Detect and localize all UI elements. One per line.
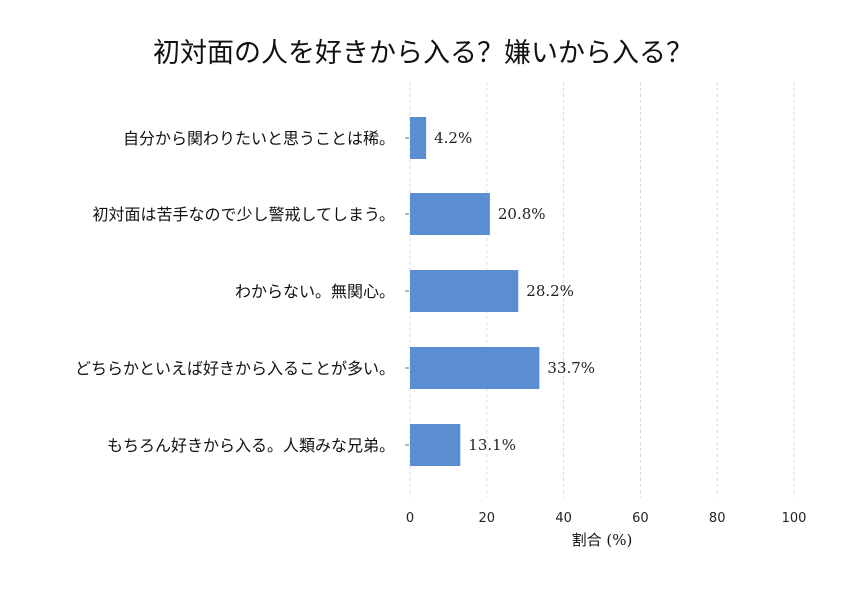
category-label-1: 自分から関わりたいと思うことは稀。 xyxy=(123,129,395,148)
chart-title: 初対面の人を好きから入る？嫌いから入る？ xyxy=(153,38,693,69)
bar-1 xyxy=(410,117,427,159)
x-tick-label-0: 0 xyxy=(406,511,414,526)
category-label-3: わからない。無関心。 xyxy=(235,282,395,301)
value-label-4: 33.7% xyxy=(547,359,595,377)
value-label-1: 4.2% xyxy=(434,129,472,147)
category-labels: 自分から関わりたいと思うことは稀。初対面は苦手なので少し警戒してしまう。わからな… xyxy=(75,129,409,455)
x-axis-title: 割合 (%) xyxy=(572,531,633,549)
x-tick-label-100: 100 xyxy=(782,511,807,526)
x-tick-label-60: 60 xyxy=(632,511,649,526)
x-tick-label-80: 80 xyxy=(709,511,726,526)
bar-4 xyxy=(410,347,540,389)
x-tick-labels: 0 20 40 60 80 100 xyxy=(406,511,807,526)
bar-2 xyxy=(410,193,490,235)
category-label-4: どちらかといえば好きから入ることが多い。 xyxy=(75,359,395,378)
bars xyxy=(410,117,540,466)
bar-5 xyxy=(410,424,461,466)
value-label-3: 28.2% xyxy=(526,282,574,300)
value-label-2: 20.8% xyxy=(498,205,546,223)
value-label-5: 13.1% xyxy=(468,436,516,454)
category-label-2: 初対面は苦手なので少し警戒してしまう。 xyxy=(92,205,395,224)
category-label-5: もちろん好きから入る。人類みな兄弟。 xyxy=(107,436,395,455)
bar-3 xyxy=(410,270,519,312)
value-labels: 4.2% 20.8% 28.2% 33.7% 13.1% xyxy=(434,129,595,454)
x-tick-label-20: 20 xyxy=(479,511,496,526)
x-tick-label-40: 40 xyxy=(555,511,572,526)
